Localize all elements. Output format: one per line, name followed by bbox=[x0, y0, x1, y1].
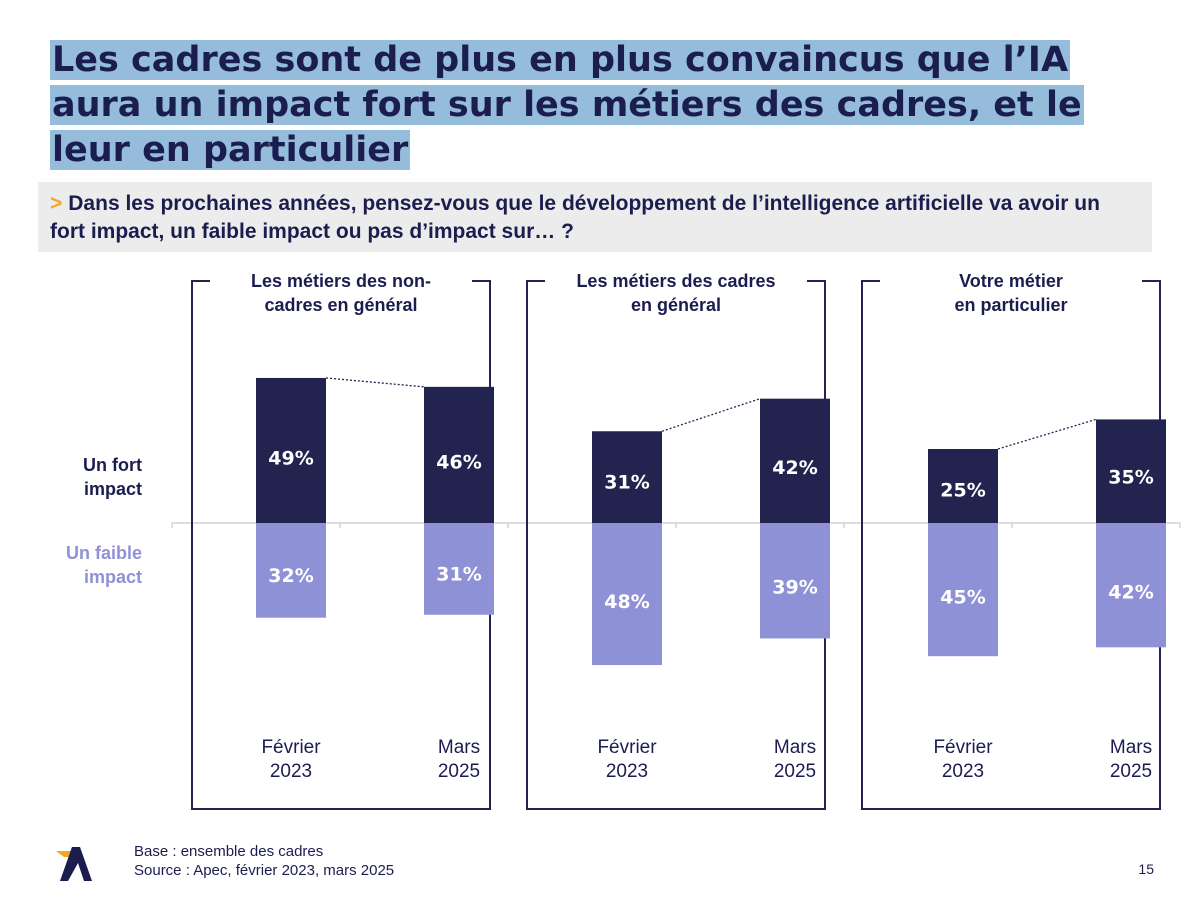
bar-strong-label: 46% bbox=[436, 452, 481, 474]
bar-weak-impact bbox=[760, 523, 830, 639]
panel-title: en particulier bbox=[954, 295, 1067, 315]
bar-strong-impact bbox=[1096, 419, 1166, 523]
bar-strong-label: 25% bbox=[940, 480, 985, 502]
panel-frame bbox=[526, 280, 826, 810]
apec-logo bbox=[54, 843, 94, 883]
footer-source: Source : Apec, février 2023, mars 2025 bbox=[134, 862, 395, 879]
category-label: 2023 bbox=[942, 761, 984, 782]
panel-title: cadres en général bbox=[264, 295, 417, 315]
slide-title-text: Les cadres sont de plus en plus convainc… bbox=[50, 40, 1084, 170]
trend-connector bbox=[997, 418, 1097, 450]
bar-weak-label: 42% bbox=[1108, 581, 1153, 603]
bar-strong-impact bbox=[760, 398, 830, 523]
bar-strong-impact bbox=[424, 386, 494, 523]
legend-weak-impact: Un faible impact bbox=[65, 543, 142, 587]
bar-strong-impact bbox=[928, 449, 998, 523]
category-label: Février bbox=[261, 737, 321, 758]
slide-title: Les cadres sont de plus en plus convainc… bbox=[50, 38, 1160, 173]
footer-notes: Base : ensemble des cadres Source : Apec… bbox=[134, 842, 394, 880]
bar-weak-impact bbox=[256, 523, 326, 618]
bar-weak-impact bbox=[424, 523, 494, 615]
bar-strong-label: 42% bbox=[772, 457, 817, 479]
legend-strong-impact: Un fort impact bbox=[83, 455, 142, 499]
category-label: 2025 bbox=[438, 761, 480, 782]
category-label: Février bbox=[933, 737, 993, 758]
bar-strong-impact bbox=[592, 431, 662, 523]
bar-weak-label: 31% bbox=[436, 563, 481, 585]
bar-weak-label: 48% bbox=[604, 591, 649, 613]
bar-strong-impact bbox=[256, 377, 326, 523]
bar-weak-impact bbox=[592, 523, 662, 666]
category-label: 2025 bbox=[774, 761, 816, 782]
trend-connector bbox=[661, 398, 761, 432]
panel-title: Votre métier bbox=[959, 271, 1063, 291]
category-label: 2023 bbox=[606, 761, 648, 782]
panel-title: Les métiers des non- bbox=[251, 271, 431, 291]
question-box: > Dans les prochaines années, pensez-vous… bbox=[38, 182, 1152, 252]
trend-connector bbox=[325, 377, 425, 388]
bar-weak-label: 39% bbox=[772, 576, 817, 598]
question-text: Dans les prochaines années, pensez-vous … bbox=[50, 192, 1100, 243]
category-label: Février bbox=[597, 737, 657, 758]
bar-strong-label: 35% bbox=[1108, 466, 1153, 488]
bar-weak-impact bbox=[928, 523, 998, 657]
bar-strong-label: 49% bbox=[268, 448, 313, 470]
panel-title: en général bbox=[631, 295, 721, 315]
page-number: 15 bbox=[1138, 861, 1154, 877]
panel-title: Les métiers des cadres bbox=[576, 271, 775, 291]
bar-weak-label: 45% bbox=[940, 586, 985, 608]
bar-weak-label: 32% bbox=[268, 565, 313, 587]
bar-strong-label: 31% bbox=[604, 472, 649, 494]
bar-weak-impact bbox=[1096, 523, 1166, 648]
panel-frame bbox=[861, 280, 1161, 810]
category-label: Mars bbox=[774, 737, 816, 758]
panel-frame bbox=[191, 280, 491, 810]
category-label: Mars bbox=[1110, 737, 1152, 758]
category-label: Mars bbox=[438, 737, 480, 758]
category-label: 2025 bbox=[1110, 761, 1152, 782]
category-label: 2023 bbox=[270, 761, 312, 782]
footer-base: Base : ensemble des cadres bbox=[134, 843, 324, 860]
chevron-right-icon: > bbox=[50, 192, 63, 215]
